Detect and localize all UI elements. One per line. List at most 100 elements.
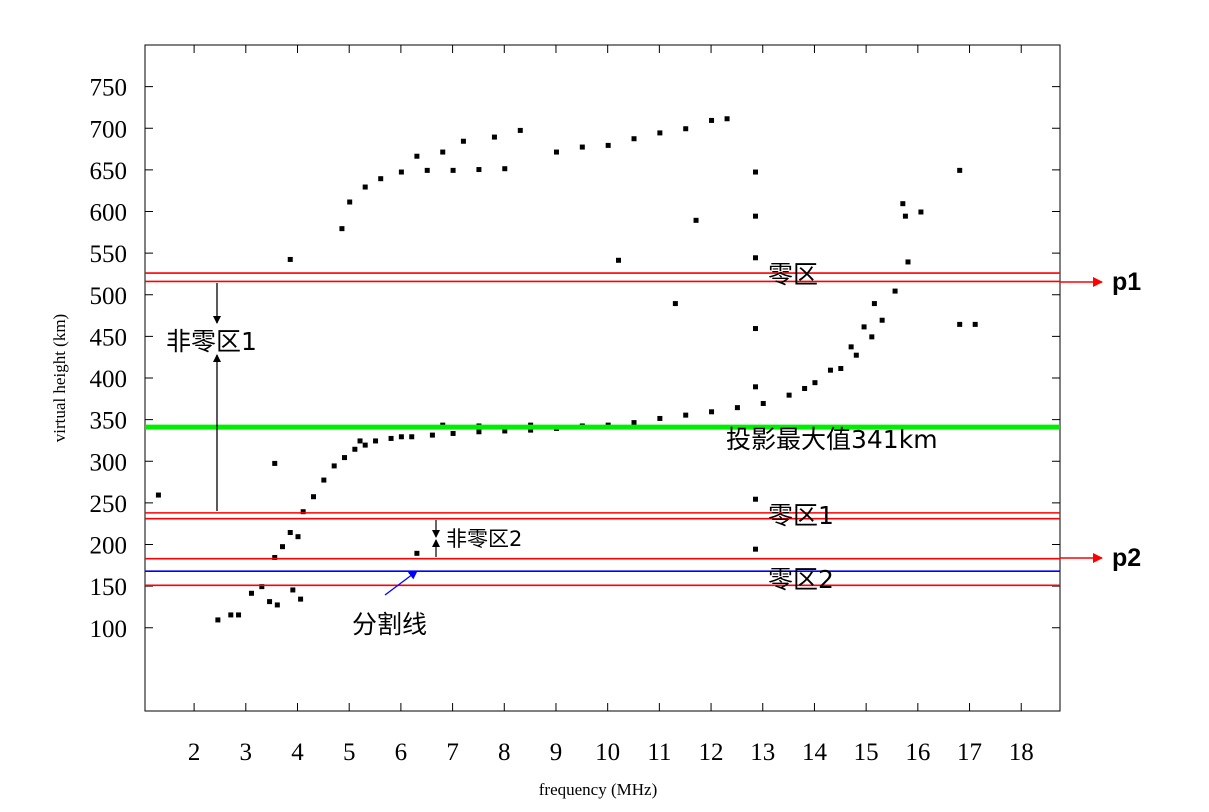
x-tick-label: 10 (595, 739, 620, 766)
data-point (476, 429, 482, 435)
data-point (279, 544, 285, 550)
y-tick-label: 600 (90, 200, 128, 227)
data-point (450, 167, 456, 173)
y-tick-label: 450 (90, 324, 128, 351)
data-point (753, 213, 758, 219)
x-tick-label: 12 (699, 739, 724, 766)
data-point (753, 255, 758, 261)
data-point (295, 534, 301, 540)
y-tick-labels: 100 150 200 250 300 350 400 450 500 550 600 650 700 7… (90, 75, 128, 643)
projection-max-label: 投影最大值341km (726, 425, 938, 454)
data-point (812, 380, 818, 386)
data-point (414, 153, 420, 159)
data-point (357, 438, 363, 444)
data-point (657, 415, 663, 421)
data-point (321, 477, 327, 483)
data-point (272, 460, 278, 466)
data-point (631, 420, 637, 426)
split-line-label: 分割线 (352, 610, 427, 639)
data-point (398, 169, 404, 175)
y-tick-label: 500 (90, 283, 128, 310)
x-tick-labels: 2 3 4 5 6 7 8 9 10 11 12 13 14 15 16 17 18 (188, 739, 1034, 766)
data-point (900, 201, 906, 207)
y-tick-label: 200 (90, 533, 128, 560)
x-tick-label: 18 (1009, 739, 1034, 766)
data-point (155, 492, 161, 498)
y-tick-label: 350 (90, 408, 128, 435)
y-tick-label: 400 (90, 366, 128, 393)
zone-lines (145, 272, 1060, 587)
y-tick-label: 300 (90, 449, 128, 476)
data-point (352, 446, 358, 452)
y-tick-label: 700 (90, 116, 128, 143)
data-point (228, 612, 234, 618)
data-point (272, 554, 278, 560)
data-point (957, 167, 963, 173)
data-point (414, 550, 420, 556)
x-tick-label: 9 (550, 739, 563, 766)
zero-zone-1-label: 零区1 (768, 501, 834, 530)
data-point (373, 438, 379, 444)
data-point (579, 144, 585, 150)
nonzero-zone-2-label: 非零区2 (446, 527, 522, 551)
data-point (848, 344, 854, 350)
x-tick-label: 15 (854, 739, 879, 766)
data-point (287, 530, 293, 536)
data-point (378, 176, 384, 182)
data-point (709, 117, 715, 123)
x-tick-label: 5 (343, 739, 356, 766)
data-point (331, 463, 337, 469)
x-tick-label: 7 (446, 739, 459, 766)
data-points (155, 116, 978, 623)
data-point (528, 427, 534, 433)
x-tick-label: 4 (291, 739, 304, 766)
x-tick-label: 11 (647, 739, 671, 766)
data-point (672, 301, 678, 307)
y-tick-label: 550 (90, 241, 128, 268)
data-point (476, 167, 482, 173)
data-point (502, 166, 508, 172)
data-point (287, 256, 293, 262)
data-point (869, 334, 875, 340)
x-tick-label: 14 (802, 739, 828, 766)
data-point (957, 321, 963, 327)
data-point (311, 494, 317, 500)
y-tick-label: 250 (90, 491, 128, 518)
split-line-arrow (384, 570, 418, 596)
data-point (871, 301, 877, 307)
p2-label: p2 (1112, 544, 1141, 572)
data-point (693, 217, 699, 223)
data-point (267, 599, 273, 605)
data-point (362, 184, 368, 190)
data-point (838, 366, 844, 372)
x-tick-label: 17 (957, 739, 982, 766)
data-point (683, 412, 689, 418)
data-point (827, 367, 833, 373)
data-point (215, 617, 221, 623)
data-point (300, 509, 306, 515)
y-axis-title: virtual height (km) (50, 314, 69, 442)
data-point (724, 116, 730, 122)
nonzero-zone-1-label: 非零区1 (166, 327, 257, 356)
data-point (657, 130, 663, 136)
data-point (424, 167, 430, 173)
data-point (905, 259, 911, 265)
data-point (892, 288, 898, 294)
data-point (409, 434, 415, 440)
data-point (553, 149, 559, 155)
y-tick-label: 750 (90, 75, 128, 102)
data-point (450, 430, 456, 436)
data-point (274, 602, 280, 608)
zero-zone-label: 零区 (768, 260, 818, 289)
data-point (342, 455, 348, 461)
data-point (918, 209, 924, 215)
data-point (753, 169, 758, 175)
data-point (298, 596, 304, 602)
data-point (753, 496, 758, 502)
data-point (683, 126, 689, 132)
x-tick-label: 8 (498, 739, 511, 766)
data-point (802, 385, 808, 391)
data-point (786, 392, 792, 398)
data-point (236, 612, 242, 618)
data-point (440, 149, 446, 155)
